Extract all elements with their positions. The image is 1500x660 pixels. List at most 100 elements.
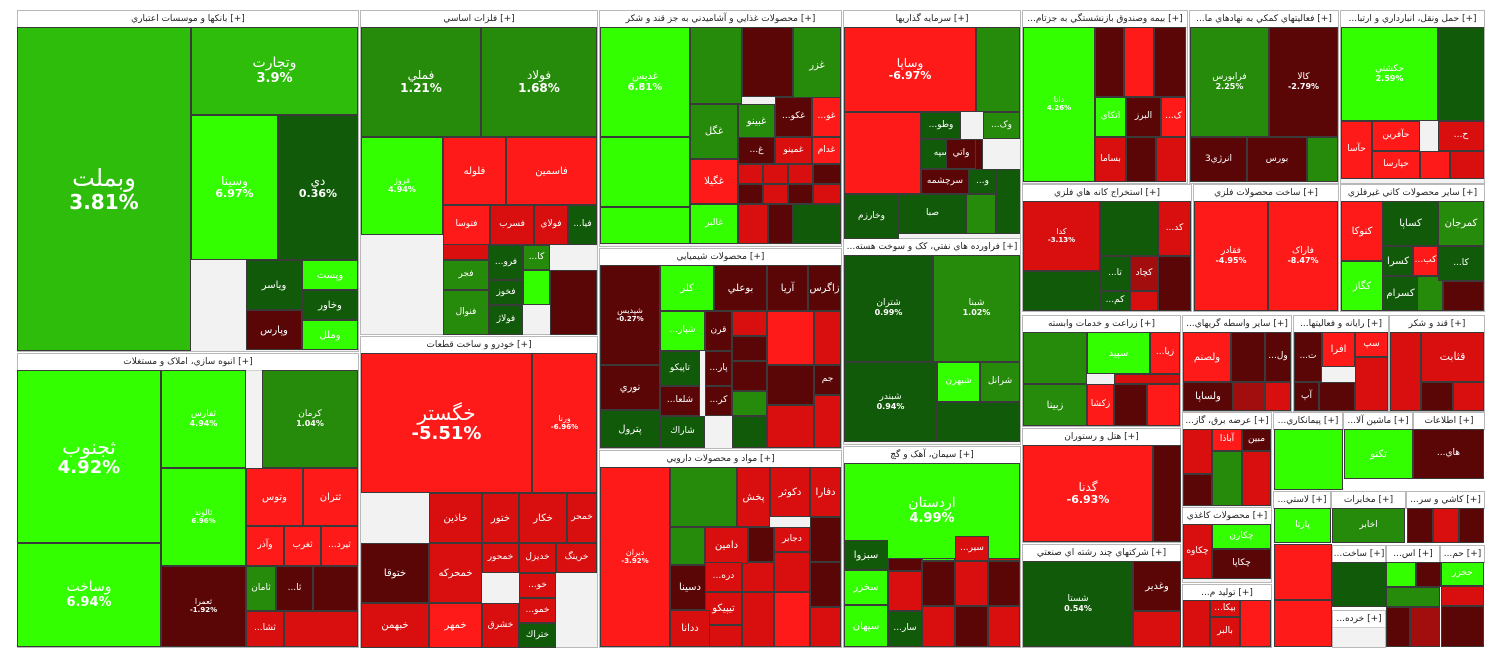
sector-header[interactable]: ...فعاليتهاي کمکي به نهادهاي ما [+]	[1190, 11, 1338, 28]
stock-tile[interactable]	[1154, 27, 1186, 97]
stock-tile[interactable]: ...خمو	[519, 598, 556, 623]
stock-tile[interactable]	[1023, 332, 1087, 384]
stock-tile[interactable]: ولساپا	[1183, 382, 1233, 411]
stock-tile[interactable]: شرانل	[980, 362, 1020, 402]
stock-tile[interactable]	[763, 184, 788, 204]
stock-tile[interactable]	[922, 606, 955, 647]
stock-tile[interactable]: ولصنم	[1183, 332, 1231, 382]
stock-tile[interactable]: وتوس	[246, 468, 303, 526]
stock-tile[interactable]: وبملت 3.81%	[17, 27, 191, 351]
stock-tile[interactable]: خاذين	[429, 493, 482, 543]
sector-header[interactable]: زراعت و خدمات وابسته [+]	[1023, 316, 1180, 333]
stock-tile[interactable]: ...فيا	[568, 205, 597, 245]
stock-tile[interactable]: حآسا	[1341, 121, 1372, 179]
stock-tile[interactable]	[284, 611, 358, 647]
stock-tile[interactable]: ثالوند 6.96%	[161, 468, 246, 566]
stock-tile[interactable]: خرينگ	[556, 543, 597, 573]
stock-tile[interactable]: اخابر	[1332, 508, 1405, 543]
sector-header[interactable]: محصولات غذايي و آشاميدني به جز قند و شکر…	[600, 11, 841, 28]
stock-tile[interactable]: آريا	[767, 265, 808, 311]
stock-tile[interactable]: ...ثشا	[246, 611, 284, 647]
stock-tile[interactable]: حخزر	[1441, 562, 1484, 586]
stock-tile[interactable]: وغدير	[1133, 561, 1181, 611]
stock-tile[interactable]: فنوال	[443, 290, 489, 335]
stock-tile[interactable]	[1274, 544, 1332, 600]
stock-tile[interactable]: فرابورس 2.25%	[1190, 27, 1269, 137]
stock-tile[interactable]	[1386, 587, 1440, 607]
stock-tile[interactable]: سبزوا	[844, 540, 888, 570]
stock-tile[interactable]: بوعلي	[714, 265, 767, 311]
stock-tile[interactable]	[600, 137, 690, 207]
stock-tile[interactable]	[1100, 201, 1158, 256]
stock-tile[interactable]: فاراک -8.47%	[1268, 201, 1338, 311]
stock-tile[interactable]	[1459, 508, 1484, 543]
stock-tile[interactable]: تيپيکو	[705, 592, 742, 625]
stock-tile[interactable]	[1274, 600, 1332, 647]
stock-tile[interactable]	[1420, 151, 1450, 179]
stock-tile[interactable]: گدنا -6.93%	[1023, 445, 1153, 542]
stock-tile[interactable]: خبهمن	[361, 603, 429, 648]
sector-header[interactable]: ...فراورده هاي نفتي، کک و سوخت هسته [+]	[844, 239, 1020, 256]
sector-header[interactable]: استخراج کانه هاي فلزي [+]	[1023, 185, 1191, 202]
stock-tile[interactable]: خگستر -5.51%	[361, 353, 532, 493]
stock-tile[interactable]	[774, 552, 810, 592]
stock-tile[interactable]	[1240, 600, 1271, 647]
stock-tile[interactable]: شستا 0.54%	[1023, 561, 1133, 647]
stock-tile[interactable]: حآفرين	[1372, 121, 1420, 151]
stock-tile[interactable]: ثتران	[303, 468, 358, 526]
stock-tile[interactable]	[767, 365, 814, 405]
stock-tile[interactable]: دسينا	[670, 565, 710, 610]
stock-tile[interactable]: ...کا	[1438, 246, 1484, 281]
stock-tile[interactable]: وتجارت 3.9%	[191, 27, 358, 115]
stock-tile[interactable]	[1133, 611, 1181, 647]
stock-tile[interactable]: مبين	[1242, 429, 1271, 451]
stock-tile[interactable]: خمحركه	[429, 543, 482, 603]
stock-tile[interactable]: ختراك	[519, 623, 556, 648]
stock-tile[interactable]	[1438, 27, 1484, 121]
stock-tile[interactable]	[933, 402, 1020, 442]
stock-tile[interactable]: فتوسا	[443, 205, 490, 245]
stock-tile[interactable]: ...ثا	[276, 566, 313, 611]
stock-tile[interactable]: دفارا	[810, 467, 841, 517]
stock-tile[interactable]: پارتا	[1274, 508, 1331, 543]
stock-tile[interactable]: ...وطو	[921, 112, 961, 139]
stock-tile[interactable]	[1390, 332, 1421, 411]
stock-tile[interactable]	[1319, 382, 1355, 411]
sector-header[interactable]: ...بيمه وصندوق بازنشستگي به جزتام [+]	[1023, 11, 1187, 28]
stock-tile[interactable]: چکاوه	[1183, 524, 1212, 579]
stock-tile[interactable]: بورس	[1247, 137, 1307, 182]
sector-header[interactable]: ...رايانه و فعاليتها [+]	[1294, 316, 1388, 333]
stock-tile[interactable]	[1130, 291, 1158, 311]
stock-tile[interactable]: کالا -2.79%	[1269, 27, 1338, 137]
stock-tile[interactable]: چکارن	[1212, 524, 1271, 549]
stock-tile[interactable]: غگيلا	[690, 159, 738, 204]
stock-tile[interactable]: بساما	[1095, 137, 1126, 182]
sector-header[interactable]: ...حم [+]	[1441, 546, 1484, 562]
sector-header[interactable]: سرمايه گذاريها [+]	[844, 11, 1020, 28]
stock-tile[interactable]	[732, 391, 767, 416]
stock-tile[interactable]: فولاي	[534, 205, 568, 245]
stock-tile[interactable]: ورنا -6.96%	[532, 353, 597, 493]
stock-tile[interactable]: ...غکو	[775, 97, 812, 137]
stock-tile[interactable]	[1183, 474, 1212, 506]
stock-tile[interactable]	[814, 311, 841, 365]
stock-tile[interactable]: زبينا	[1023, 384, 1087, 426]
stock-tile[interactable]: سپيد	[1087, 332, 1150, 374]
sector-header[interactable]: ...پيمانکاري [+]	[1274, 413, 1342, 429]
stock-tile[interactable]: نوري	[600, 365, 660, 410]
stock-tile[interactable]	[690, 27, 742, 104]
stock-tile[interactable]: ...و	[969, 169, 996, 194]
sector-header[interactable]: ...خرده [+]	[1333, 611, 1385, 628]
stock-tile[interactable]	[1147, 384, 1180, 426]
stock-tile[interactable]: فملي 1.21%	[361, 27, 481, 137]
stock-tile[interactable]: غالبر	[690, 204, 738, 244]
stock-tile[interactable]: وخارزم	[844, 194, 899, 239]
stock-tile[interactable]	[1386, 562, 1416, 587]
stock-tile[interactable]: تکنو	[1344, 429, 1413, 479]
stock-tile[interactable]	[1114, 374, 1180, 384]
stock-tile[interactable]: خمحور	[482, 543, 519, 573]
sector-header[interactable]: ساير محصولات کاني غيرفلزي [+]	[1341, 185, 1484, 202]
stock-tile[interactable]: ...دره	[705, 562, 742, 592]
stock-tile[interactable]	[1453, 382, 1484, 411]
stock-tile[interactable]: زکشا	[1087, 384, 1114, 426]
